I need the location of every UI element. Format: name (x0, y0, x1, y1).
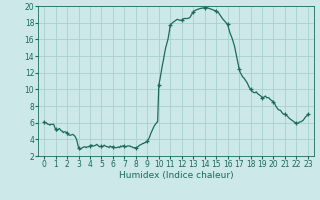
X-axis label: Humidex (Indice chaleur): Humidex (Indice chaleur) (119, 171, 233, 180)
